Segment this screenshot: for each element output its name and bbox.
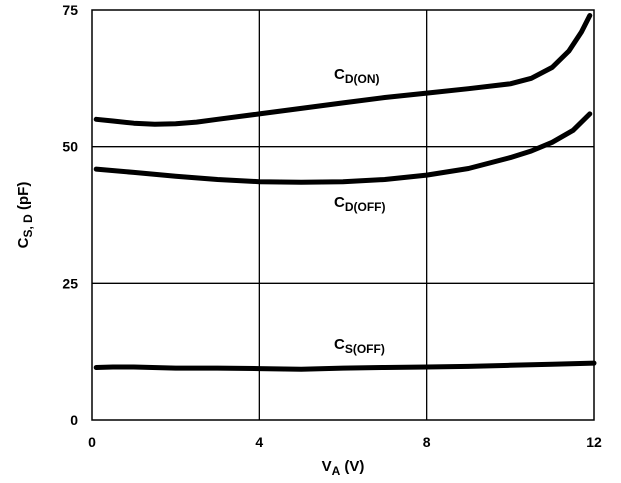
y-tick-label: 0 [70,412,78,428]
x-tick-label: 4 [255,434,263,450]
y-tick-label: 25 [62,275,78,291]
tick-labels: 0 4 8 12 0 25 50 75 [62,2,602,450]
x-tick-label: 8 [423,434,431,450]
x-tick-label: 0 [88,434,96,450]
grid [92,10,594,420]
series-label-cd-off: CD(OFF) [334,194,386,214]
x-tick-label: 12 [586,434,602,450]
series-line-cs-off [93,360,597,372]
series-line-cd-on [93,13,593,127]
plot-frame [91,9,595,421]
series-line-cd-off [93,111,593,185]
y-tick-label: 75 [62,2,78,18]
y-axis-label: CS, D (pF) [15,182,35,249]
series-layer [93,13,597,372]
y-tick-label: 50 [62,139,78,155]
x-axis-label: VA (V) [322,458,365,478]
series-label-cs-off: CS(OFF) [334,336,385,356]
series-label-cd-on: CD(ON) [334,66,380,86]
